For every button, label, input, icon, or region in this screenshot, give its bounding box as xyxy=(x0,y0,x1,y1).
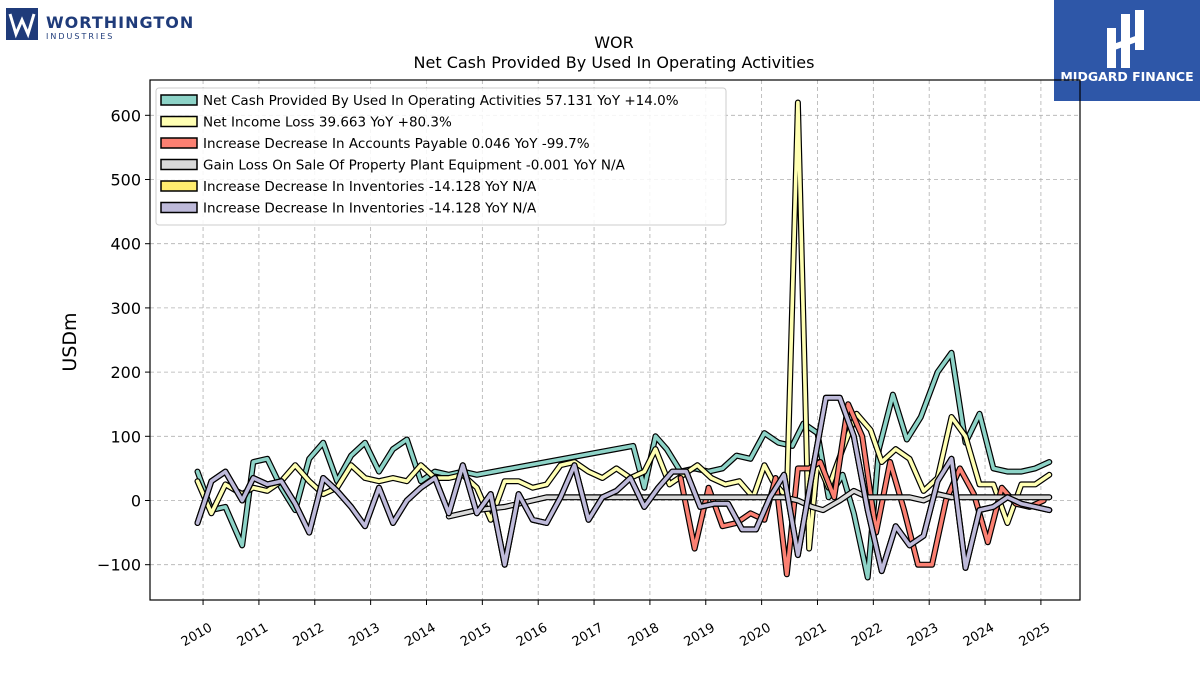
plot-frame xyxy=(149,79,1081,601)
legend-item: Increase Decrease In Accounts Payable 0.… xyxy=(160,136,590,152)
x-axis-ticks: 2010 2011 2012 2013 2014 2015 2016 2017 2018 2019… xyxy=(179,600,1053,650)
logo-mark-icon xyxy=(6,8,38,40)
x-tick-label: 2020 xyxy=(737,620,773,650)
legend-label: Gain Loss On Sale Of Property Plant Equi… xyxy=(203,158,626,174)
x-tick-label: 2017 xyxy=(570,620,606,650)
legend-item: Gain Loss On Sale Of Property Plant Equi… xyxy=(160,158,626,174)
x-tick-label: 2011 xyxy=(235,620,271,650)
brand-badge: MIDGARD FINANCE xyxy=(1054,0,1200,101)
brand-emblem-icon xyxy=(1107,10,1144,68)
series-1 xyxy=(194,349,1053,581)
y-tick-label: −100 xyxy=(97,556,141,575)
x-tick-label: 2018 xyxy=(626,620,662,650)
legend-swatch xyxy=(160,158,198,171)
series-lines xyxy=(194,99,1053,581)
legend-item: Net Income Loss 39.663 YoY +80.3% xyxy=(160,115,452,131)
legend-swatch xyxy=(160,115,198,128)
series-line-outline xyxy=(194,349,1053,581)
y-tick-label: 500 xyxy=(110,171,141,190)
x-tick-label: 2023 xyxy=(905,620,941,650)
chart-subtitle: Net Cash Provided By Used In Operating A… xyxy=(414,53,815,72)
logo-company-name: WORTHINGTON xyxy=(46,13,194,32)
y-tick-label: 400 xyxy=(110,235,141,254)
legend-swatch xyxy=(160,180,198,192)
y-tick-label: 100 xyxy=(110,427,141,446)
legend-swatch xyxy=(160,94,198,106)
x-tick-label: 2010 xyxy=(179,620,215,650)
legend-label: Increase Decrease In Accounts Payable 0.… xyxy=(203,136,590,152)
legend-label: Increase Decrease In Inventories -14.128… xyxy=(203,201,537,217)
legend-item: Increase Decrease In Inventories -14.128… xyxy=(160,201,537,217)
x-tick-label: 2025 xyxy=(1017,620,1053,650)
x-tick-label: 2015 xyxy=(458,620,494,650)
logo-mark-glyph-icon xyxy=(8,13,36,39)
y-axis-ticks: −100 0 100 200 300 400 500 600 xyxy=(97,106,150,575)
legend-label: Increase Decrease In Inventories -14.128… xyxy=(203,179,537,195)
legend-item: Net Cash Provided By Used In Operating A… xyxy=(160,93,679,109)
x-tick-label: 2019 xyxy=(682,620,718,650)
logo-company-sub: INDUSTRIES xyxy=(46,32,114,41)
x-tick-label: 2024 xyxy=(961,620,997,650)
series-line xyxy=(195,350,1052,580)
x-tick-label: 2021 xyxy=(793,620,829,650)
legend-box xyxy=(155,87,727,226)
series-4 xyxy=(445,487,1053,520)
series-3 xyxy=(677,401,1047,578)
y-tick-label: 200 xyxy=(110,363,141,382)
legend-label: Net Income Loss 39.663 YoY +80.3% xyxy=(203,115,452,131)
y-tick-label: 0 xyxy=(131,491,141,510)
company-logo: WORTHINGTON INDUSTRIES xyxy=(6,8,194,41)
brand-badge-text: MIDGARD FINANCE xyxy=(1060,69,1193,84)
y-tick-label: 600 xyxy=(110,106,141,125)
y-axis-label: USDm xyxy=(59,312,81,371)
x-tick-label: 2022 xyxy=(849,620,885,650)
series-6 xyxy=(194,394,1053,575)
x-tick-label: 2014 xyxy=(402,620,438,650)
x-tick-label: 2016 xyxy=(514,620,550,650)
legend-swatch xyxy=(160,201,198,214)
legend-label: Net Cash Provided By Used In Operating A… xyxy=(203,93,679,109)
series-line xyxy=(195,395,1052,573)
legend-item: Increase Decrease In Inventories -14.128… xyxy=(160,179,537,195)
y-tick-label: 300 xyxy=(110,299,141,318)
chart-title: WOR xyxy=(594,33,634,52)
series-2 xyxy=(194,99,1053,552)
series-line xyxy=(678,402,1046,577)
series-line xyxy=(446,489,1052,519)
x-tick-label: 2012 xyxy=(291,620,327,650)
legend: Net Cash Provided By Used In Operating A… xyxy=(155,87,727,226)
series-line xyxy=(195,100,1052,551)
x-tick-label: 2013 xyxy=(346,620,382,650)
legend-swatch xyxy=(160,137,198,149)
